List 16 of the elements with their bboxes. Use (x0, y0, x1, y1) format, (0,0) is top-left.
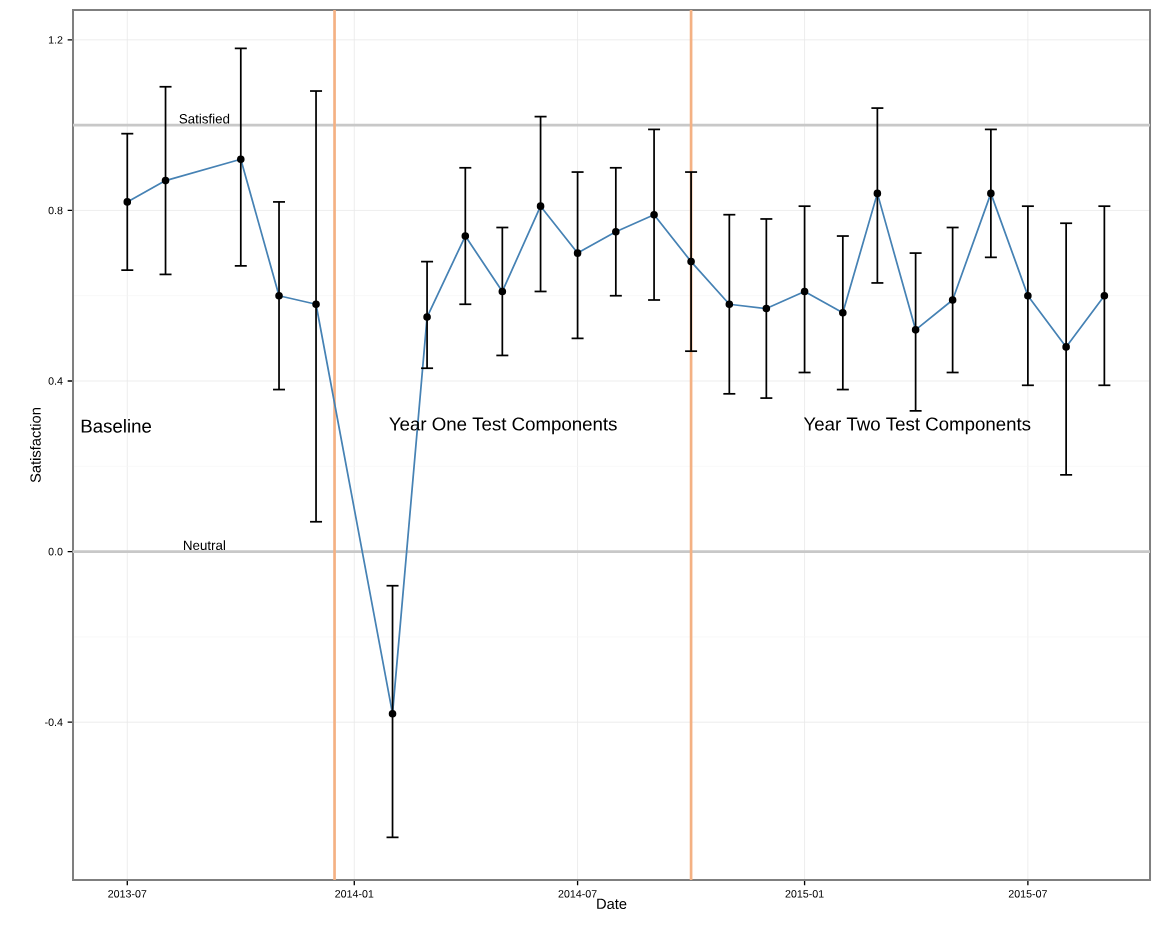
x-tick-label: 2013-07 (108, 890, 147, 898)
x-axis-title: Date (597, 898, 627, 909)
x-tick-label: 2015-07 (1008, 890, 1047, 898)
ref-line-label: Neutral (183, 540, 225, 551)
annotation: Baseline (81, 419, 152, 433)
ref-line-label: Satisfied (179, 113, 230, 124)
y-tick-label: 0.8 (48, 206, 63, 215)
y-tick-label: -0.4 (45, 718, 63, 726)
annotation: Year Two Test Components (803, 417, 1031, 435)
y-tick-label: 1.2 (48, 36, 63, 44)
x-tick-label: 2014-01 (335, 890, 374, 898)
y-tick-label: 0.0 (48, 547, 63, 556)
x-tick-label: 2014-07 (558, 890, 597, 898)
x-tick-label: 2015-01 (785, 890, 824, 898)
y-axis-title: Satisfaction (29, 408, 41, 483)
y-tick-label: 0.4 (48, 377, 63, 385)
